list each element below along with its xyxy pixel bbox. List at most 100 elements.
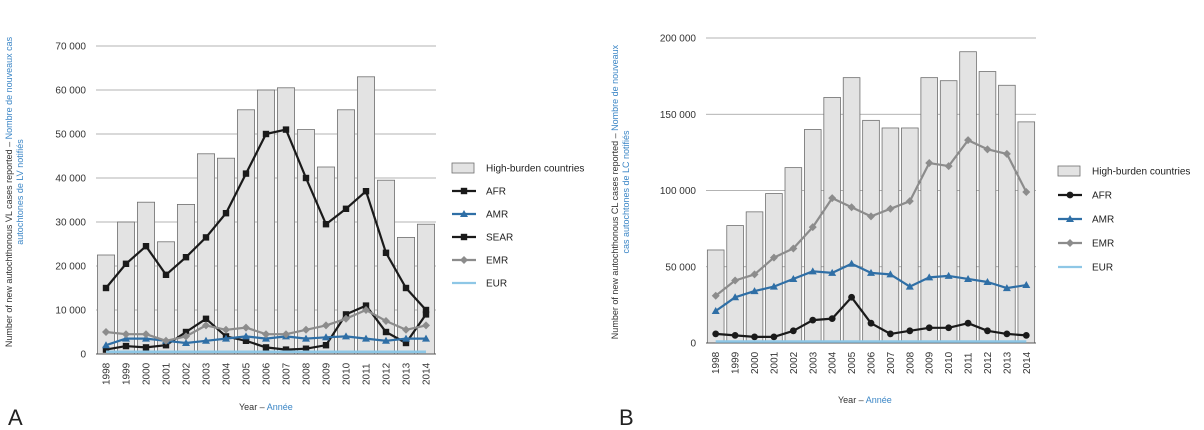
point-afr (925, 324, 933, 332)
x-tick-label: 2001 (162, 362, 173, 385)
legend-marker-sear (460, 233, 468, 241)
point-emr (711, 291, 720, 300)
point-emr (808, 223, 817, 232)
x-tick-label: 2010 (944, 351, 955, 374)
bar-high-burden (978, 71, 997, 344)
point-sear (302, 174, 310, 182)
point-amr (382, 336, 390, 344)
y-axis-title-line1: Number of new autochthonous VL cases rep… (4, 36, 14, 347)
point-afr (1003, 330, 1011, 338)
bar-high-burden (804, 129, 822, 344)
bar-high-burden (998, 84, 1016, 344)
point-amr (905, 282, 914, 290)
point-sear (322, 221, 330, 228)
legend-label: EMR (486, 256, 508, 267)
legend-swatch-bars (451, 162, 475, 174)
point-amr (1022, 281, 1031, 289)
panel-letter-a: A (8, 405, 23, 430)
point-emr (867, 212, 875, 221)
point-afr (906, 327, 914, 335)
point-afr (809, 316, 817, 324)
point-afr (848, 293, 855, 301)
legend-label: AMR (486, 210, 508, 221)
point-afr (362, 302, 370, 309)
chart-b: 0 50 000 100 000 150 000 200 000 1998 1999 2000… (610, 34, 1190, 406)
point-emr (983, 145, 992, 154)
x-tick-label: 1998 (102, 362, 113, 385)
x-tick-label: 2001 (769, 351, 780, 374)
y-tick-label: 20 000 (55, 262, 86, 273)
bar-high-burden (881, 127, 900, 344)
bar-high-burden (823, 97, 841, 344)
bar-high-burden (920, 77, 938, 344)
point-afr (182, 328, 190, 336)
y-tick-label: 150 000 (660, 110, 697, 121)
point-emr (102, 328, 110, 336)
point-amr (362, 334, 370, 342)
y-tick-label: 30 000 (55, 218, 86, 229)
point-emr (422, 321, 430, 330)
point-emr (182, 332, 190, 341)
point-amr (847, 259, 856, 267)
point-emr (944, 162, 953, 171)
point-afr (984, 327, 991, 335)
x-tick-label: 2009 (925, 351, 936, 374)
point-sear (102, 284, 110, 292)
legend-marker-afr (460, 187, 468, 195)
point-sear (342, 205, 350, 212)
bar-high-burden (959, 51, 977, 344)
point-sear (262, 130, 270, 138)
x-tick-label: 2004 (222, 362, 233, 385)
point-sear (402, 284, 410, 292)
panel-letter-b: B (619, 405, 634, 430)
point-afr (731, 331, 739, 339)
legend-label: EMR (1092, 239, 1114, 250)
x-tick-label: 2007 (282, 362, 293, 385)
chart-a: 0 10 000 20 000 30 000 40 000 50 000 60 000 70 … (4, 36, 584, 412)
point-afr (122, 342, 130, 350)
x-axis-title: Year – Année (838, 395, 892, 405)
point-afr (322, 342, 330, 349)
bar-high-burden (1017, 121, 1036, 344)
bar-high-burden (784, 167, 803, 344)
point-sear (382, 249, 390, 256)
y-axis-title-en: Number of new autochthonous CL cases rep… (610, 131, 620, 339)
point-emr (964, 136, 973, 145)
x-axis-title: Year – Année (239, 402, 293, 412)
y-axis-title-fr1: Nombre de nouveaux cas (4, 36, 14, 139)
point-sear (222, 210, 230, 217)
point-emr (828, 194, 837, 203)
x-tick-label: 2003 (202, 362, 213, 385)
y-tick-label: 60 000 (55, 86, 86, 97)
y-tick-label: 100 000 (660, 186, 697, 197)
x-tick-label: 2010 (342, 362, 353, 385)
point-amr (342, 332, 350, 340)
point-emr (222, 325, 230, 334)
x-tick-label: 2000 (750, 351, 761, 374)
bar-high-burden (236, 109, 255, 355)
point-emr (731, 276, 740, 285)
point-amr (402, 334, 410, 342)
point-afr (945, 324, 953, 332)
x-tick-label: 2002 (182, 362, 193, 385)
x-tick-label: 2003 (808, 351, 819, 374)
x-tick-label: 2011 (964, 352, 975, 374)
point-amr (983, 278, 992, 285)
point-sear (142, 243, 150, 250)
bar-high-burden (376, 179, 395, 355)
legend-marker-amr (1066, 215, 1074, 222)
x-tick-label: 2011 (362, 363, 373, 385)
point-sear (162, 271, 170, 278)
point-emr (1022, 188, 1031, 197)
y-axis-title-line2: cas autochtones de LC notifiés (621, 130, 631, 254)
point-amr (102, 341, 110, 349)
x-tick-label: 2005 (242, 362, 253, 385)
y-axis-title-line1: Number of new autochthonous CL cases rep… (610, 44, 620, 339)
point-amr (302, 334, 310, 342)
point-emr (789, 244, 798, 253)
point-amr (242, 332, 250, 340)
legend-marker-emr (1066, 239, 1074, 247)
x-tick-label: 2013 (402, 362, 413, 385)
point-emr (1002, 149, 1011, 158)
x-tick-label: 2012 (983, 351, 994, 374)
